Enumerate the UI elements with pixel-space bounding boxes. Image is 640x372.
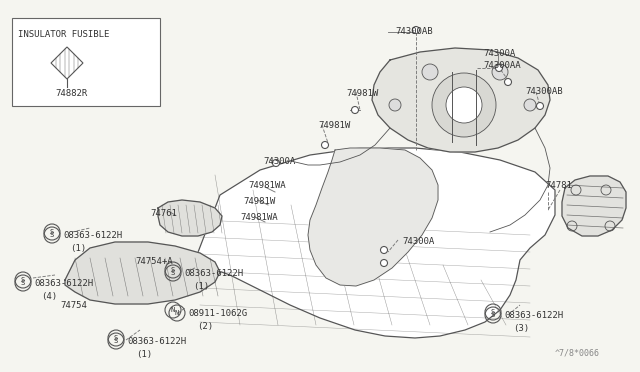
Text: 74981W: 74981W [243,196,275,205]
Circle shape [381,260,387,266]
Text: 74754+A: 74754+A [135,257,173,266]
Text: 74981W: 74981W [346,89,378,97]
Text: S: S [171,267,175,273]
Text: (3): (3) [513,324,529,334]
FancyBboxPatch shape [12,18,160,106]
Circle shape [413,26,419,33]
Text: (1): (1) [70,244,86,253]
Text: 74754: 74754 [60,301,87,311]
Text: 74781: 74781 [545,182,572,190]
Text: S: S [50,229,54,235]
Text: 74300AA: 74300AA [483,61,520,70]
Circle shape [504,78,511,86]
Circle shape [381,247,387,253]
Text: S: S [21,280,25,286]
Circle shape [422,64,438,80]
Text: S: S [114,335,118,341]
Text: (1): (1) [136,350,152,359]
Circle shape [351,106,358,113]
Text: ^7/8*0066: ^7/8*0066 [555,349,600,358]
Circle shape [536,103,543,109]
Text: 74981WA: 74981WA [248,182,285,190]
Circle shape [432,73,496,137]
Text: (1): (1) [193,282,209,292]
Text: 08911-1062G: 08911-1062G [188,308,247,317]
Text: 74300AB: 74300AB [395,26,433,35]
Text: (4): (4) [41,292,57,301]
Text: 74300A: 74300A [483,48,515,58]
Circle shape [321,141,328,148]
Text: (2): (2) [197,323,213,331]
Text: S: S [491,312,495,318]
Polygon shape [308,148,438,286]
Text: S: S [21,277,25,283]
Text: 74882R: 74882R [55,89,87,98]
Text: INSULATOR FUSIBLE: INSULATOR FUSIBLE [18,30,109,39]
Text: 74300A: 74300A [402,237,435,246]
Text: 08363-6122H: 08363-6122H [504,311,563,320]
Circle shape [492,64,508,80]
Text: 74981W: 74981W [318,122,350,131]
Text: 74761: 74761 [150,208,177,218]
Text: S: S [50,232,54,238]
Polygon shape [562,176,626,236]
Circle shape [273,160,280,167]
Polygon shape [372,48,550,152]
Text: S: S [171,270,175,276]
Circle shape [495,64,502,71]
Text: N: N [175,310,179,316]
Text: 74300AB: 74300AB [525,87,563,96]
Polygon shape [65,242,220,304]
Text: 08363-6122H: 08363-6122H [127,337,186,346]
Text: 08363-6122H: 08363-6122H [63,231,122,240]
Circle shape [389,99,401,111]
Text: S: S [491,309,495,315]
Polygon shape [195,148,555,338]
Circle shape [446,87,482,123]
Text: 08363-6122H: 08363-6122H [34,279,93,288]
Text: 74300A: 74300A [263,157,295,166]
Text: 08363-6122H: 08363-6122H [184,269,243,278]
Polygon shape [158,200,222,236]
Circle shape [524,99,536,111]
Text: N: N [171,307,175,313]
Text: S: S [114,338,118,344]
Text: 74981WA: 74981WA [240,214,278,222]
